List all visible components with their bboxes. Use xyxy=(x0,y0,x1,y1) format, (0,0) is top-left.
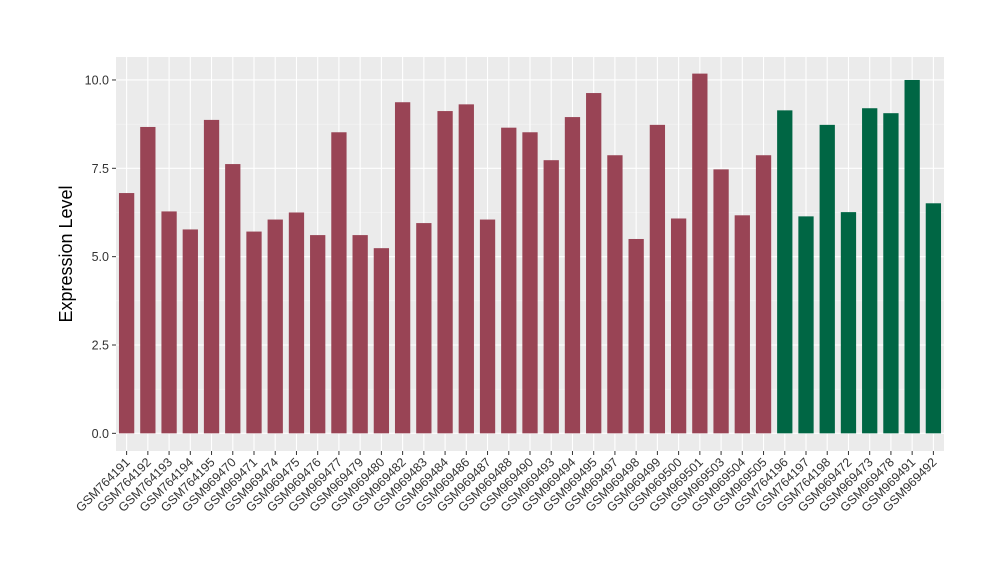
bar-GSM969473 xyxy=(862,108,878,434)
y-tick-label: 0.0 xyxy=(92,427,109,441)
bar-GSM969476 xyxy=(310,235,326,434)
bar-GSM969472 xyxy=(840,212,857,434)
bar-GSM969484 xyxy=(437,111,453,434)
bar-GSM969483 xyxy=(416,223,432,434)
bar-GSM969491 xyxy=(904,79,920,434)
bar-GSM969470 xyxy=(225,164,241,434)
bar-GSM969482 xyxy=(394,102,411,434)
bar-GSM969493 xyxy=(543,160,559,434)
bar-GSM969492 xyxy=(925,203,942,434)
bar-GSM969479 xyxy=(352,235,368,434)
bar-GSM969498 xyxy=(628,238,644,434)
bar-GSM764197 xyxy=(798,216,814,434)
y-tick-label: 7.5 xyxy=(92,162,109,176)
bar-GSM969480 xyxy=(373,248,390,434)
bar-GSM969486 xyxy=(458,104,474,434)
y-tick-label: 5.0 xyxy=(92,250,109,264)
bar-GSM764192 xyxy=(140,126,156,434)
bar-GSM969505 xyxy=(755,155,772,434)
bar-GSM969475 xyxy=(288,212,305,434)
bar-GSM764195 xyxy=(203,119,220,434)
bar-GSM969500 xyxy=(670,218,687,434)
bar-GSM969474 xyxy=(267,219,283,434)
bar-GSM764194 xyxy=(182,229,198,434)
y-tick-label: 10.0 xyxy=(85,73,109,87)
bar-GSM969477 xyxy=(331,132,347,434)
y-axis: 0.0 2.5 5.0 7.5 10.0 xyxy=(85,73,116,441)
y-tick-label: 2.5 xyxy=(92,338,109,352)
bar-GSM764196 xyxy=(777,110,793,434)
bar-GSM969495 xyxy=(586,93,602,434)
bar-GSM969494 xyxy=(564,117,581,434)
bar-GSM969499 xyxy=(649,124,666,434)
bar-GSM969487 xyxy=(479,219,496,434)
bar-GSM969471 xyxy=(246,231,262,434)
bar-GSM969490 xyxy=(522,132,538,434)
bar-GSM969503 xyxy=(713,169,729,434)
bars xyxy=(118,73,942,434)
bar-GSM764193 xyxy=(161,211,177,434)
bar-GSM969488 xyxy=(501,127,517,434)
bar-GSM969501 xyxy=(692,73,708,434)
bar-GSM969497 xyxy=(607,155,623,434)
bar-GSM969504 xyxy=(734,215,750,434)
x-axis: GSM764191GSM764192GSM764193GSM764194GSM7… xyxy=(73,451,940,515)
y-axis-title: Expression Level xyxy=(56,185,76,322)
bar-GSM764198 xyxy=(819,124,835,434)
bar-GSM969478 xyxy=(883,113,899,434)
bar-GSM764191 xyxy=(118,193,135,434)
